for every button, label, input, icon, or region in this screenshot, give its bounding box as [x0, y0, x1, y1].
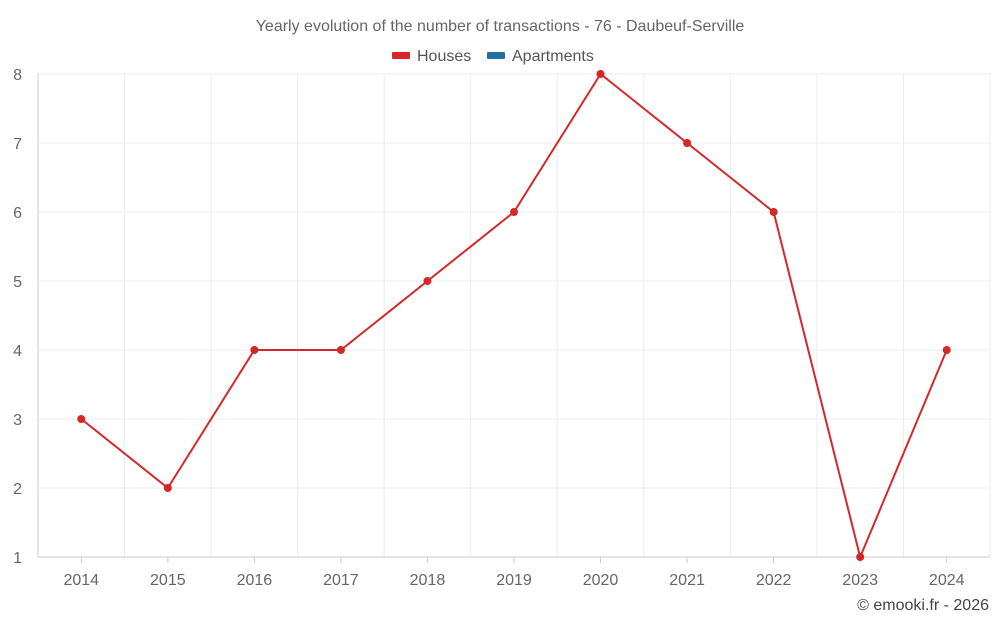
legend-label-houses: Houses	[417, 48, 471, 65]
y-axis-ticks: 1 2 3 4 5 6 7 8	[13, 67, 22, 567]
y-tick-label: 4	[13, 343, 22, 360]
legend-label-apartments: Apartments	[512, 48, 594, 65]
axes	[37, 74, 990, 558]
x-tick-label: 2018	[410, 572, 446, 589]
data-point-houses[interactable]	[942, 346, 951, 354]
data-point-houses[interactable]	[250, 346, 259, 354]
legend-swatch-apartments	[487, 52, 505, 59]
legend-swatch-houses	[392, 52, 410, 59]
y-tick-label: 7	[13, 136, 22, 153]
x-tick-label: 2022	[756, 572, 792, 589]
credit-text: © emooki.fr - 2026	[857, 597, 989, 614]
y-tick-label: 6	[13, 205, 22, 222]
legend: Houses Apartments	[392, 48, 594, 65]
x-tick-label: 2019	[496, 572, 532, 589]
data-point-houses[interactable]	[163, 484, 172, 492]
x-axis-ticks: 2014 2015 2016 2017 2018 2019 2020 2021 2022 2023…	[63, 557, 965, 589]
y-tick-label: 2	[13, 481, 22, 498]
data-point-houses[interactable]	[683, 139, 692, 147]
y-tick-label: 3	[13, 412, 22, 429]
data-point-houses[interactable]	[510, 208, 518, 216]
x-tick-label: 2014	[63, 572, 99, 589]
data-point-houses[interactable]	[336, 346, 345, 354]
chart-title: Yearly evolution of the number of transa…	[256, 18, 745, 35]
x-tick-label: 2021	[669, 572, 705, 589]
data-point-houses[interactable]	[856, 553, 865, 561]
y-tick-label: 8	[13, 67, 22, 84]
legend-item-apartments[interactable]: Apartments	[487, 48, 594, 65]
data-point-houses[interactable]	[77, 415, 86, 423]
gridlines	[38, 73, 991, 557]
x-tick-label: 2024	[929, 572, 965, 589]
y-tick-label: 5	[13, 274, 22, 291]
x-tick-label: 2015	[150, 572, 186, 589]
data-point-houses[interactable]	[769, 208, 778, 216]
legend-item-houses[interactable]: Houses	[392, 48, 471, 65]
x-tick-label: 2016	[237, 572, 273, 589]
series	[77, 70, 951, 561]
x-tick-label: 2023	[842, 572, 878, 589]
data-point-houses[interactable]	[423, 277, 432, 285]
y-tick-label: 1	[13, 550, 22, 567]
x-tick-label: 2017	[323, 572, 359, 589]
x-tick-label: 2020	[583, 572, 619, 589]
data-point-houses[interactable]	[596, 70, 605, 78]
